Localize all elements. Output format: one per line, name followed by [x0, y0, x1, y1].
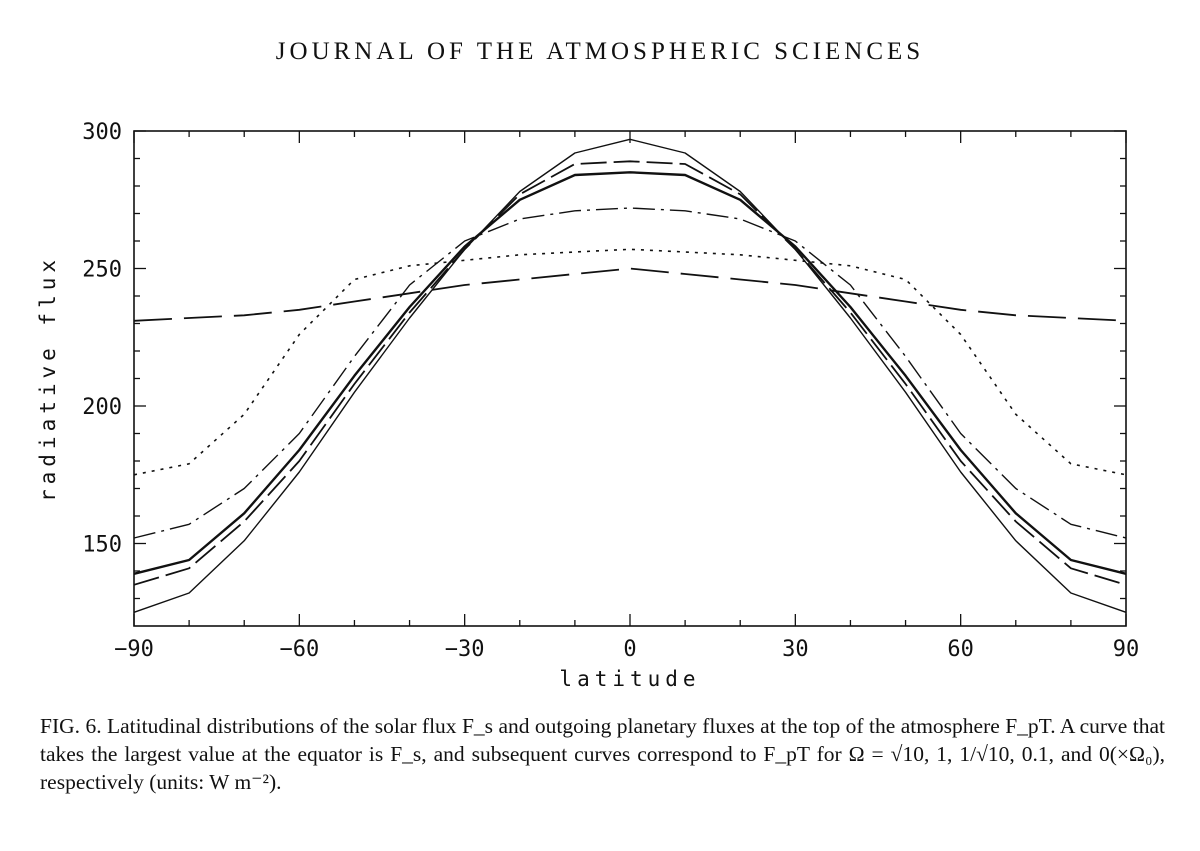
- y-axis-label: radiative flux: [36, 255, 60, 502]
- caption-fig-label: FIG. 6.: [40, 714, 102, 738]
- x-tick-label: −60: [279, 637, 319, 662]
- series-line-4: [133, 207, 1127, 539]
- x-tick-label: 30: [782, 637, 809, 662]
- y-tick-label: 200: [82, 395, 122, 420]
- y-tick-label: 150: [82, 533, 122, 558]
- series-line-5: [133, 248, 1127, 476]
- x-tick-label: 0: [623, 637, 636, 662]
- figure-chart: −90 −60 −30 0 30 60 90 150 200 250 300 radiative f…: [36, 120, 1139, 691]
- figure-caption: FIG. 6. Latitudinal distributions of the…: [40, 712, 1165, 796]
- x-tick-label: −90: [114, 637, 154, 662]
- series-line-1: [133, 138, 1127, 613]
- series-line-6: [133, 267, 1127, 322]
- series-lines: [133, 138, 1127, 613]
- caption-text: Latitudinal distributions of the solar f…: [40, 714, 1165, 794]
- x-tick-label: −30: [445, 637, 485, 662]
- x-tick-label: 90: [1113, 637, 1140, 662]
- x-tick-label: 60: [947, 637, 974, 662]
- ticks: −90 −60 −30 0 30 60 90 150 200 250 300: [82, 120, 1139, 662]
- series-line-3: [133, 171, 1127, 575]
- plot-frame: [133, 130, 1127, 627]
- series-line-2: [133, 160, 1127, 586]
- journal-header: JOURNAL OF THE ATMOSPHERIC SCIENCES: [275, 38, 925, 65]
- x-axis-label: latitude: [559, 667, 700, 691]
- y-tick-label: 250: [82, 258, 122, 283]
- axes: [133, 130, 1127, 627]
- y-tick-label: 300: [82, 120, 122, 145]
